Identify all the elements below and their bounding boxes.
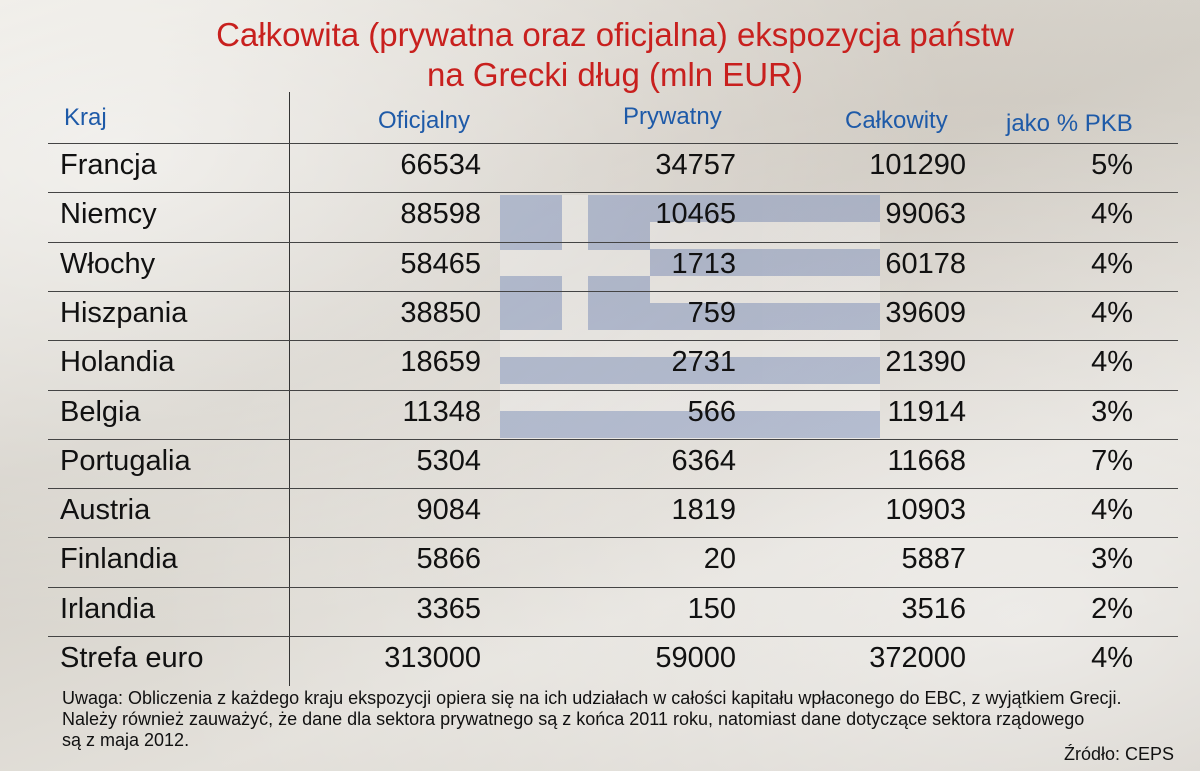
cell-country: Austria [60, 494, 151, 526]
row-separator [48, 587, 1178, 588]
cell-official: 5866 [416, 543, 481, 575]
cell-official: 313000 [384, 642, 481, 674]
cell-private: 59000 [655, 642, 736, 674]
cell-total: 372000 [869, 642, 966, 674]
row-separator [48, 143, 1178, 144]
cell-total: 5887 [901, 543, 966, 575]
cell-private: 1819 [671, 494, 736, 526]
row-separator [48, 192, 1178, 193]
cell-pct: 4% [1091, 297, 1133, 329]
row-separator [48, 340, 1178, 341]
cell-pct: 4% [1091, 642, 1133, 674]
cell-pct: 5% [1091, 149, 1133, 181]
cell-total: 60178 [885, 248, 966, 280]
row-separator [48, 636, 1178, 637]
row-separator [48, 537, 1178, 538]
header-total: Całkowity [845, 107, 948, 134]
chart-title-line1: Całkowita (prywatna oraz oficjalna) eksp… [216, 16, 1014, 53]
cell-total: 99063 [885, 198, 966, 230]
header-official: Oficjalny [378, 107, 471, 134]
header-pct-gdp: jako % PKB [1006, 110, 1133, 137]
cell-private: 10465 [655, 198, 736, 230]
cell-private: 150 [687, 593, 736, 625]
cell-official: 18659 [400, 346, 481, 378]
cell-private: 20 [703, 543, 736, 575]
cell-pct: 4% [1091, 494, 1133, 526]
cell-pct: 4% [1091, 346, 1133, 378]
cell-pct: 3% [1091, 543, 1133, 575]
greek-flag-watermark [500, 195, 880, 440]
cell-official: 5304 [416, 445, 481, 477]
cell-private: 6364 [671, 445, 736, 477]
cell-country: Niemcy [60, 198, 157, 230]
cell-pct: 2% [1091, 593, 1133, 625]
cell-pct: 4% [1091, 198, 1133, 230]
row-separator [48, 439, 1178, 440]
source-label: Źródło: CEPS [1063, 744, 1174, 764]
cell-country: Włochy [60, 248, 156, 280]
cell-official: 3365 [416, 593, 481, 625]
cell-private: 2731 [671, 346, 736, 378]
cell-total: 101290 [869, 149, 966, 181]
cell-total: 21390 [885, 346, 966, 378]
cell-pct: 4% [1091, 248, 1133, 280]
row-separator [48, 488, 1178, 489]
cell-private: 566 [687, 396, 736, 428]
cell-private: 34757 [655, 149, 736, 181]
cell-official: 38850 [400, 297, 481, 329]
cell-pct: 3% [1091, 396, 1133, 428]
cell-country: Belgia [60, 396, 141, 428]
cell-total: 11914 [887, 396, 967, 428]
chart-title-line2: na Grecki dług (mln EUR) [427, 56, 803, 93]
row-separator [48, 390, 1178, 391]
footnote-line: są z maja 2012. [62, 730, 190, 750]
footnote: Uwaga: Obliczenia z każdego kraju ekspoz… [62, 688, 1182, 751]
cell-country: Finlandia [60, 543, 178, 575]
cell-country: Irlandia [60, 593, 156, 625]
cell-private: 1713 [671, 248, 736, 280]
cell-total: 3516 [901, 593, 966, 625]
cell-country: Strefa euro [60, 642, 204, 674]
cell-country: Francja [60, 149, 157, 181]
cell-country: Hiszpania [60, 297, 188, 329]
header-country: Kraj [64, 104, 107, 131]
row-separator [48, 291, 1178, 292]
footnote-line: Uwaga: Obliczenia z każdego kraju ekspoz… [62, 688, 1122, 708]
row-separator [48, 242, 1178, 243]
cell-official: 58465 [400, 248, 481, 280]
cell-total: 11668 [887, 445, 967, 477]
cell-official: 11348 [402, 396, 482, 428]
footnote-line: Należy również zauważyć, że dane dla sek… [62, 709, 1085, 729]
cell-official: 9084 [416, 494, 481, 526]
cell-total: 39609 [885, 297, 966, 329]
header-private: Prywatny [623, 103, 722, 130]
cell-pct: 7% [1091, 445, 1133, 477]
cell-total: 10903 [885, 494, 966, 526]
cell-country: Holandia [60, 346, 175, 378]
column-divider [289, 92, 290, 686]
cell-country: Portugalia [60, 445, 191, 477]
cell-official: 66534 [400, 149, 481, 181]
cell-private: 759 [687, 297, 736, 329]
cell-official: 88598 [400, 198, 481, 230]
